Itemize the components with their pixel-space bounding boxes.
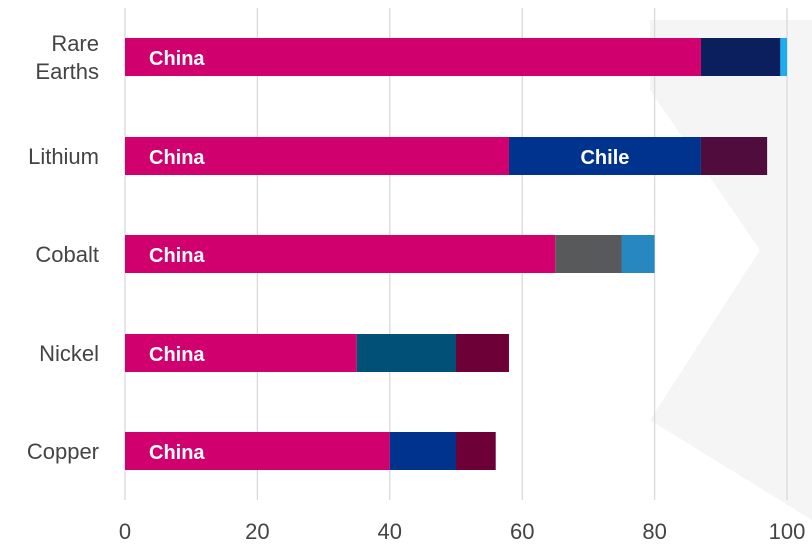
bar-segment — [125, 235, 556, 273]
bar-segment — [125, 432, 390, 470]
category-label: Copper — [27, 439, 99, 464]
bar-segment — [700, 38, 781, 76]
category-label: Earths — [35, 59, 99, 84]
bar-segment — [456, 432, 496, 470]
segment-label: China — [149, 442, 205, 464]
category-label: Cobalt — [35, 242, 99, 267]
category-labels: Rare Earths Lithium Cobalt Nickel Copper — [27, 31, 99, 464]
x-tick-labels: 0 20 40 60 80 100 — [119, 519, 805, 544]
bar-segment — [508, 137, 701, 175]
x-tick-label: 0 — [119, 519, 131, 544]
bar-segment — [125, 137, 509, 175]
x-tick-label: 80 — [642, 519, 666, 544]
segment-label: China — [149, 245, 205, 267]
watermark-shape — [650, 20, 812, 520]
bar-segment — [356, 334, 456, 372]
segment-label: Chile — [580, 147, 629, 169]
bar-segment — [780, 38, 787, 76]
x-tick-label: 100 — [769, 519, 806, 544]
bar-segment — [621, 235, 655, 273]
category-label: Nickel — [39, 341, 99, 366]
bar-segment — [555, 235, 622, 273]
x-tick-label: 20 — [245, 519, 269, 544]
segment-label: China — [149, 48, 205, 70]
x-tick-label: 60 — [510, 519, 534, 544]
bar-segment — [456, 334, 509, 372]
segment-label: China — [149, 147, 205, 169]
bars-group: China China Chile China China China — [125, 38, 787, 470]
bar-segment — [700, 137, 768, 175]
category-label: Rare — [51, 31, 99, 56]
segment-label: China — [149, 344, 205, 366]
bar-segment — [389, 432, 456, 470]
bar-segment — [125, 334, 357, 372]
x-tick-label: 40 — [378, 519, 402, 544]
category-label: Lithium — [28, 144, 99, 169]
bar-segment — [125, 38, 701, 76]
